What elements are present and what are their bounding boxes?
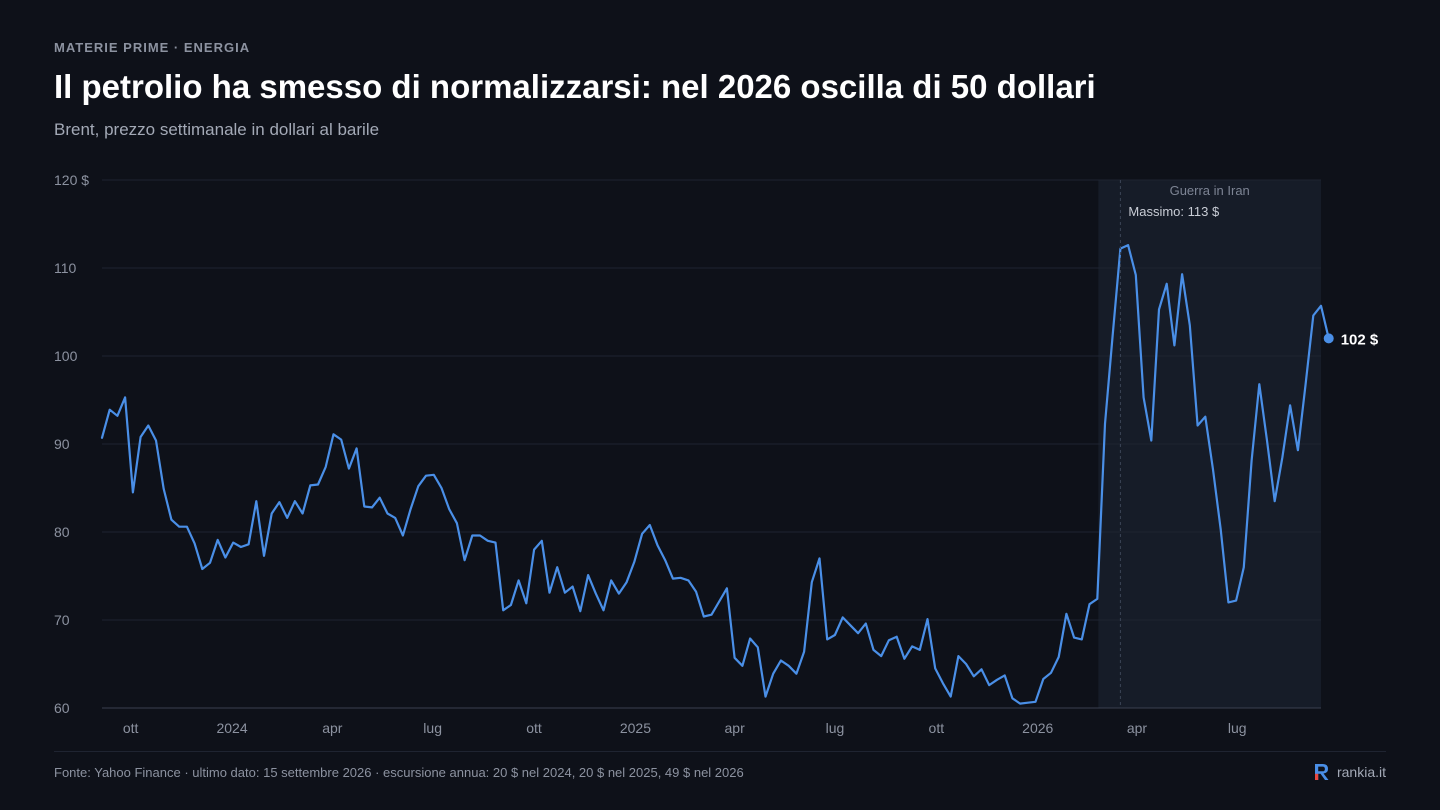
brand[interactable]: rankia.it — [1314, 763, 1386, 781]
y-tick-label: 70 — [54, 612, 70, 628]
chart-subtitle: Brent, prezzo settimanale in dollari al … — [54, 120, 380, 139]
series-layer — [100, 244, 1330, 705]
x-tick-label: 2025 — [620, 720, 651, 736]
y-tick-label: 110 — [54, 260, 77, 276]
x-tick-label: apr — [725, 720, 746, 736]
last-value-dot — [1323, 333, 1334, 344]
brent-price-line — [100, 244, 1330, 705]
x-tick-label: 2024 — [216, 720, 247, 736]
y-tick-label: 120 $ — [54, 172, 89, 188]
brand-name: rankia.it — [1336, 764, 1386, 780]
x-tick-label: lug — [826, 720, 845, 736]
x-tick-label: lug — [1228, 720, 1247, 736]
x-tick-label: 2026 — [1022, 720, 1053, 736]
x-tick-label: apr — [1127, 720, 1148, 736]
x-tick-label: apr — [322, 720, 343, 736]
chart-title: Il petrolio ha smesso di normalizzarsi: … — [54, 68, 1096, 105]
y-tick-label: 90 — [54, 436, 70, 452]
y-axis: 60 70 80 90 100 110 120 $ — [54, 172, 89, 716]
x-tick-label: lug — [423, 720, 442, 736]
x-axis: ott 2024 apr lug ott 2025 apr lug ott 2026 apr lug — [123, 720, 1247, 736]
y-tick-label: 60 — [54, 700, 70, 716]
footer-divider — [54, 751, 1386, 752]
chart-kicker: MATERIE PRIME · ENERGIA — [54, 40, 251, 55]
x-tick-label: ott — [123, 720, 139, 736]
annotation-layer: Massimo: 113 $ 102 $ — [1119, 180, 1379, 708]
grid-layer — [102, 179, 1321, 709]
y-tick-label: 80 — [54, 524, 70, 540]
x-tick-label: ott — [526, 720, 542, 736]
last-value-label: 102 $ — [1341, 331, 1379, 348]
peak-label: Massimo: 113 $ — [1128, 204, 1220, 219]
shaded-region-label: Guerra in Iran — [1170, 183, 1250, 198]
y-tick-label: 100 — [54, 348, 78, 364]
source-note: Fonte: Yahoo Finance · ultimo dato: 15 s… — [54, 765, 744, 780]
x-tick-label: ott — [929, 720, 945, 736]
rankia-logo-icon — [1314, 764, 1329, 780]
